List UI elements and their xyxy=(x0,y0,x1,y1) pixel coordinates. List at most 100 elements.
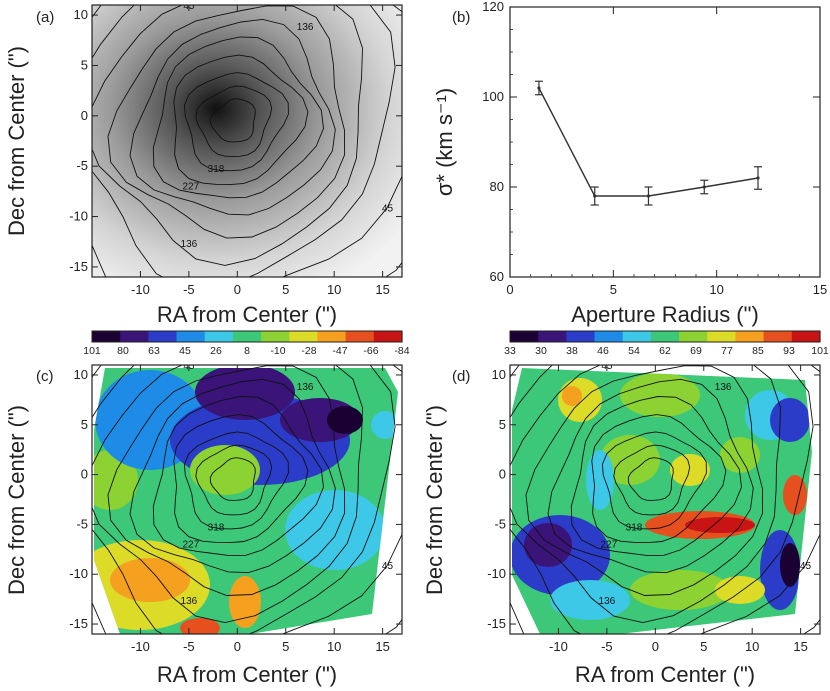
panel-b-tag: (b) xyxy=(452,9,470,26)
panel-c-colorbar-label: -47 xyxy=(332,345,347,357)
panel-b-point xyxy=(756,176,760,180)
panel-c-contour-line xyxy=(209,457,256,501)
panel-d-contour-line xyxy=(547,378,754,574)
panel-d-colorbar-label: 38 xyxy=(566,345,578,357)
panel-d-xtick-label: 0 xyxy=(652,639,659,654)
panel-b: (b) 0 5 10 15 60 80 100 120 Aperture Radius (")… xyxy=(432,0,827,327)
panel-a-ylabel: Dec from Center (") xyxy=(4,46,29,236)
panel-d-ytick-label: 10 xyxy=(492,367,506,382)
panel-a-contour-line xyxy=(152,36,324,199)
panel-b-ytick-label: 100 xyxy=(482,89,504,104)
panel-c-ytick-label: 5 xyxy=(81,417,88,432)
panel-c-contour-label: 136 xyxy=(181,596,198,607)
panel-a-contour-line xyxy=(92,5,363,266)
panel-d-colorbar-label: 62 xyxy=(659,345,671,357)
panel-c-map xyxy=(94,368,398,634)
panel-a-image xyxy=(92,5,402,277)
panel-a-contour-label: 227 xyxy=(182,181,199,192)
panel-a-ytick-label: 0 xyxy=(81,108,88,123)
panel-c-colorbar-label: 101 xyxy=(83,345,101,357)
panel-c-colorbar-segment xyxy=(176,331,206,342)
panel-d-colorbar-segment xyxy=(791,331,821,342)
panel-b-point xyxy=(537,86,541,90)
panel-b-ylabel: σ* (km s⁻¹) xyxy=(432,88,457,196)
panel-a-xtick-label: 15 xyxy=(375,282,389,297)
panel-c-colorbar: 101 80 63 45 26 8 -10 -28 -47 -66 -84 xyxy=(83,330,410,357)
panel-a-contour-line xyxy=(107,5,346,239)
panel-d-colorbar-segment xyxy=(538,331,567,342)
panel-b-ytick-label: 60 xyxy=(490,269,504,284)
panel-d-contour-line xyxy=(510,365,820,634)
panel-d-colorbar-label: 77 xyxy=(721,345,733,357)
panel-c-ytick-label: -10 xyxy=(69,566,88,581)
panel-c-ytick-label: -5 xyxy=(76,516,88,531)
panel-d-colorbar-segment xyxy=(707,331,737,342)
panel-a-contour-line xyxy=(183,72,289,172)
panel-d-contour-line xyxy=(510,365,814,634)
panel-c-colorbar-label: -10 xyxy=(270,345,285,357)
panel-d-contour-label: 45 xyxy=(800,561,812,572)
panel-c-xtick-label: -10 xyxy=(131,639,150,654)
panel-a-contour-line xyxy=(92,5,402,277)
panel-b-xtick-label: 0 xyxy=(506,282,513,297)
panel-c-colorbar-segment xyxy=(204,331,234,342)
panel-a-tag: (a) xyxy=(36,9,54,26)
panel-a-contour-label: 45 xyxy=(382,204,394,215)
panel-b-xlabel: Aperture Radius (") xyxy=(571,302,759,327)
panel-a-xtick-label: 5 xyxy=(282,282,289,297)
panel-d-colorbar: 33 30 38 46 54 62 69 77 85 93 101 xyxy=(504,330,829,357)
panel-b-xtick-label: 15 xyxy=(813,282,827,297)
panel-c-contour-label: 45 xyxy=(382,561,394,572)
panel-a-contour-line xyxy=(173,54,309,186)
panel-c-colorbar-label: 63 xyxy=(148,345,160,357)
panel-d-contour-label: 318 xyxy=(626,522,643,533)
panel-a-contour-label: 318 xyxy=(208,164,225,175)
panel-d-colorbar-label: 101 xyxy=(811,345,829,357)
panel-d-ytick-label: -10 xyxy=(487,566,506,581)
panel-d-contour-line xyxy=(510,365,781,624)
panel-d-contour-label: 227 xyxy=(600,539,617,550)
panel-b-ytick-label: 120 xyxy=(482,0,504,14)
panel-c-contour-label: 318 xyxy=(208,522,225,533)
panel-d-colorbar-segment xyxy=(594,331,624,342)
panel-d-contour-line xyxy=(525,365,764,596)
panel-c-contour-line xyxy=(129,378,336,574)
panel-d-xlabel: RA from Center (") xyxy=(575,662,755,687)
panel-d-colorbar-label: 93 xyxy=(783,345,795,357)
panel-a-ytick-label: -10 xyxy=(69,209,88,224)
panel-c-ytick-label: 10 xyxy=(74,367,88,382)
panel-c-colorbar-label: 26 xyxy=(210,345,222,357)
panel-d-colorbar-segment xyxy=(510,331,539,342)
panel-c-colorbar-label: -84 xyxy=(394,345,409,357)
panel-c-colorbar-segment xyxy=(373,331,403,342)
panel-d-xtick-label: -5 xyxy=(601,639,613,654)
panel-d-ytick-label: -5 xyxy=(494,516,506,531)
panel-d-colorbar-label: 30 xyxy=(535,345,547,357)
panel-c-colorbar-segment xyxy=(345,331,375,342)
panel-d-colorbar-segment xyxy=(763,331,793,342)
panel-a-contour-line xyxy=(129,18,336,216)
panel-d-colorbar-segment xyxy=(679,331,708,342)
panel-d-contour-line xyxy=(591,414,727,544)
panel-d-xtick-label: 15 xyxy=(793,639,807,654)
panel-c-ytick-label: 0 xyxy=(81,467,88,482)
panel-c-colorbar-segment xyxy=(317,331,347,342)
panel-c-colorbar-label: -28 xyxy=(301,345,316,357)
panel-a-ytick-label: -5 xyxy=(76,158,88,173)
panel-d-colorbar-label: 46 xyxy=(597,345,609,357)
panel-d-ylabel: Dec from Center (") xyxy=(422,405,447,595)
panel-c-xtick-label: -5 xyxy=(183,639,195,654)
panel-c-contour-line xyxy=(195,444,273,516)
panel-a-ytick-label: 10 xyxy=(74,7,88,22)
panel-c-frame xyxy=(91,364,403,635)
panel-c-colorbar-label: 8 xyxy=(244,345,250,357)
panel-d-colorbar-frame xyxy=(509,330,821,343)
panel-d-colorbar-label: 69 xyxy=(690,345,702,357)
panel-b-point xyxy=(702,185,706,189)
panel-c-colorbar-segment xyxy=(92,331,121,342)
panel-c-xtick-label: 5 xyxy=(282,639,289,654)
panel-d-contour-line xyxy=(613,444,691,516)
panel-a-contour-label: 136 xyxy=(181,239,198,250)
panel-d-ticks: -10 -5 0 5 10 15 -15 -10 -5 0 5 10 xyxy=(487,365,820,654)
